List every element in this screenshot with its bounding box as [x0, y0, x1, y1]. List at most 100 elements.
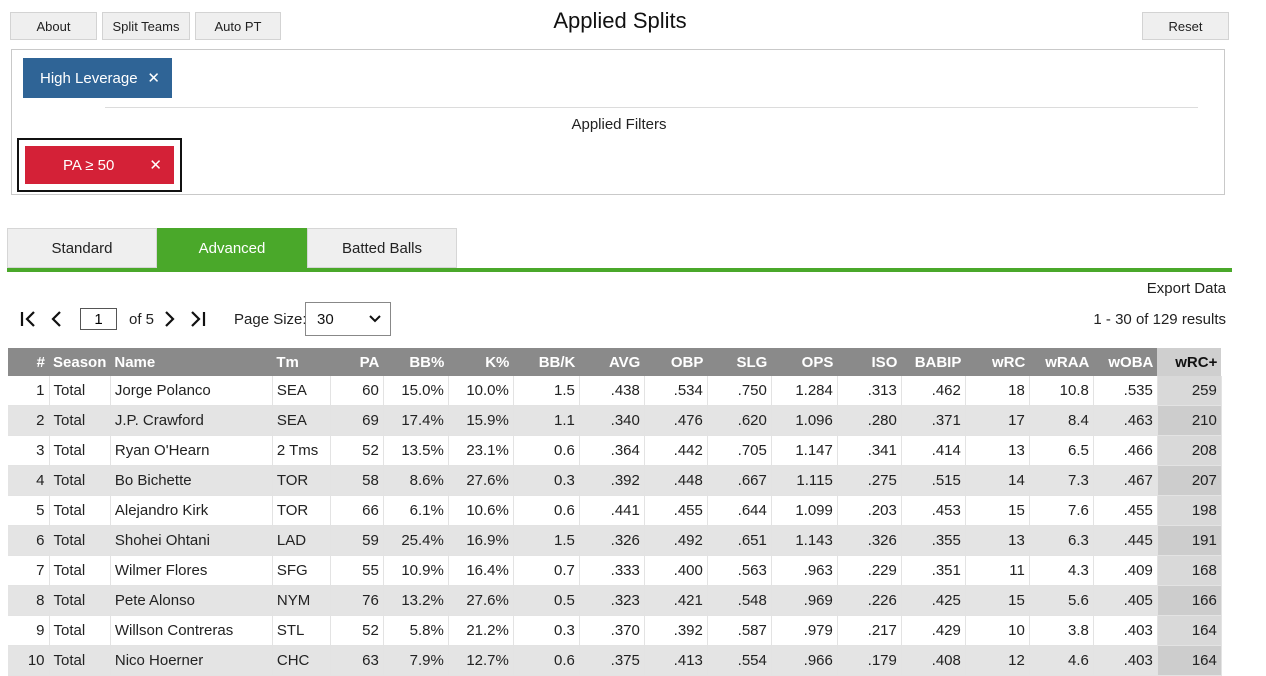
- player-name-link[interactable]: Alejandro Kirk: [110, 495, 273, 526]
- column-header[interactable]: Name: [110, 348, 273, 376]
- next-page-icon[interactable]: [158, 308, 180, 330]
- table-cell: 4.6: [1029, 645, 1094, 676]
- tab-standard[interactable]: Standard: [7, 228, 157, 268]
- reset-button[interactable]: Reset: [1142, 12, 1229, 40]
- column-header[interactable]: BABIP: [901, 348, 966, 376]
- table-cell: .275: [837, 465, 902, 496]
- close-icon[interactable]: ✕: [149, 157, 162, 174]
- table-cell: 76: [330, 585, 384, 616]
- export-data-link[interactable]: Export Data: [1146, 280, 1226, 297]
- column-header[interactable]: PA: [330, 348, 384, 376]
- column-header[interactable]: AVG: [579, 348, 645, 376]
- table-cell: 1.5: [513, 525, 580, 556]
- table-cell: 13: [965, 435, 1030, 466]
- column-header[interactable]: wRC: [965, 348, 1030, 376]
- table-cell: 15: [965, 495, 1030, 526]
- split-teams-button[interactable]: Split Teams: [102, 12, 190, 40]
- table-cell: 60: [330, 376, 384, 406]
- column-header[interactable]: K%: [448, 348, 514, 376]
- table-row: 5 Total Alejandro Kirk TOR 66 6.1% 10.6% 0.6.44…: [8, 495, 1222, 526]
- table-cell: .969: [771, 585, 838, 616]
- tab-batted-balls[interactable]: Batted Balls: [307, 228, 457, 268]
- table-cell: .466: [1093, 435, 1158, 466]
- column-header[interactable]: ISO: [837, 348, 902, 376]
- team-link[interactable]: STL: [272, 615, 331, 646]
- tab-advanced[interactable]: Advanced: [157, 228, 307, 268]
- table-cell: .333: [579, 555, 645, 586]
- table-row: 3 Total Ryan O'Hearn 2 Tms 52 13.5% 23.1% 0.6.3…: [8, 435, 1222, 466]
- auto-pt-button[interactable]: Auto PT: [195, 12, 281, 40]
- table-cell: 5.8%: [383, 615, 449, 646]
- player-name-link[interactable]: J.P. Crawford: [110, 405, 273, 436]
- table-cell: 12: [965, 645, 1030, 676]
- prev-page-icon[interactable]: [46, 308, 68, 330]
- table-cell: 0.3: [513, 465, 580, 496]
- table-cell: Total: [49, 615, 111, 646]
- table-cell: 1.143: [771, 525, 838, 556]
- table-cell: 207: [1157, 465, 1222, 496]
- player-name-link[interactable]: Willson Contreras: [110, 615, 273, 646]
- table-cell: 7.3: [1029, 465, 1094, 496]
- table-cell: .563: [707, 555, 772, 586]
- table-cell: .966: [771, 645, 838, 676]
- table-cell: 63: [330, 645, 384, 676]
- about-button[interactable]: About: [10, 12, 97, 40]
- column-header[interactable]: OBP: [644, 348, 708, 376]
- pagination: of 5: [18, 304, 208, 334]
- team-link[interactable]: TOR: [272, 495, 331, 526]
- table-cell: .492: [644, 525, 708, 556]
- table-cell: 5.6: [1029, 585, 1094, 616]
- table-cell: .425: [901, 585, 966, 616]
- player-name-link[interactable]: Bo Bichette: [110, 465, 273, 496]
- team-link[interactable]: NYM: [272, 585, 331, 616]
- filter-chip-label: PA ≥ 50: [63, 156, 115, 174]
- team-link[interactable]: SEA: [272, 376, 331, 406]
- table-cell: 27.6%: [448, 465, 514, 496]
- table-row: 6 Total Shohei Ohtani LAD 59 25.4% 16.9% 1.5.32…: [8, 525, 1222, 556]
- column-header[interactable]: OPS: [771, 348, 838, 376]
- column-header[interactable]: wOBA: [1093, 348, 1158, 376]
- split-chip-high-leverage[interactable]: High Leverage ✕: [23, 58, 172, 98]
- column-header[interactable]: Tm: [272, 348, 331, 376]
- table-cell: 164: [1157, 615, 1222, 646]
- column-header[interactable]: Season: [49, 348, 111, 376]
- team-link[interactable]: LAD: [272, 525, 331, 556]
- player-name-link[interactable]: Pete Alonso: [110, 585, 273, 616]
- page-number-input[interactable]: [80, 308, 117, 330]
- column-header[interactable]: wRC+: [1157, 348, 1222, 376]
- last-page-icon[interactable]: [186, 308, 208, 330]
- player-name-link[interactable]: Ryan O'Hearn: [110, 435, 273, 466]
- table-cell: .534: [644, 376, 708, 406]
- table-cell: 6.3: [1029, 525, 1094, 556]
- team-link[interactable]: TOR: [272, 465, 331, 496]
- team-link[interactable]: CHC: [272, 645, 331, 676]
- table-cell: .554: [707, 645, 772, 676]
- team-link[interactable]: SFG: [272, 555, 331, 586]
- player-name-link[interactable]: Wilmer Flores: [110, 555, 273, 586]
- column-header[interactable]: BB/K: [513, 348, 580, 376]
- team-link[interactable]: SEA: [272, 405, 331, 436]
- table-cell: 55: [330, 555, 384, 586]
- tab-underline: [7, 268, 1232, 272]
- table-cell: 15: [965, 585, 1030, 616]
- table-cell: .370: [579, 615, 645, 646]
- first-page-icon[interactable]: [18, 308, 40, 330]
- stats-table: # Season Name Tm PA BB% K% BB/K AVG OBP SLG OPS ISO B…: [8, 348, 1222, 676]
- page-title: Applied Splits: [553, 8, 687, 33]
- column-header[interactable]: BB%: [383, 348, 449, 376]
- column-header[interactable]: #: [8, 348, 49, 376]
- player-name-link[interactable]: Nico Hoerner: [110, 645, 273, 676]
- table-cell: .620: [707, 405, 772, 436]
- player-name-link[interactable]: Jorge Polanco: [110, 376, 273, 406]
- table-cell: .403: [1093, 615, 1158, 646]
- column-header[interactable]: SLG: [707, 348, 772, 376]
- table-cell: 8: [8, 585, 50, 616]
- team-link[interactable]: 2 Tms: [272, 435, 331, 466]
- close-icon[interactable]: ✕: [147, 70, 160, 87]
- player-name-link[interactable]: Shohei Ohtani: [110, 525, 273, 556]
- column-header[interactable]: wRAA: [1029, 348, 1094, 376]
- filter-chip-pa[interactable]: PA ≥ 50 ✕: [25, 146, 174, 184]
- table-cell: 9: [8, 615, 50, 646]
- page-size-select[interactable]: 30: [305, 302, 391, 336]
- table-cell: 1.5: [513, 376, 580, 406]
